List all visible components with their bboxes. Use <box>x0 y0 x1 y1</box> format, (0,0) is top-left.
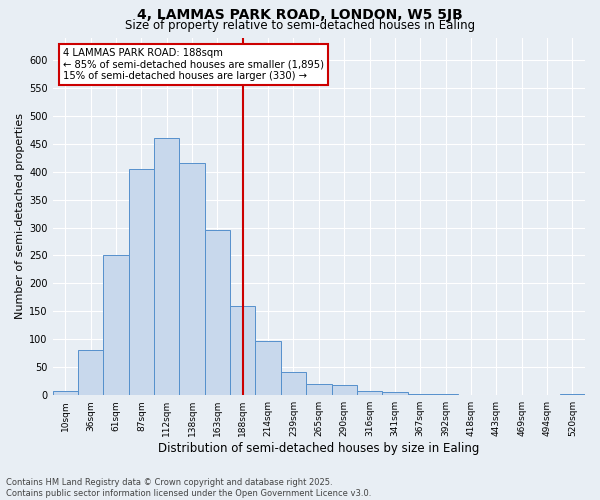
Bar <box>154 138 179 395</box>
Bar <box>332 385 357 395</box>
Text: 4, LAMMAS PARK ROAD, LONDON, W5 5JB: 4, LAMMAS PARK ROAD, LONDON, W5 5JB <box>137 8 463 22</box>
Bar <box>484 394 509 395</box>
Bar <box>230 306 256 395</box>
Bar <box>458 394 484 395</box>
Bar <box>382 392 407 395</box>
Bar <box>179 164 205 395</box>
Text: 4 LAMMAS PARK ROAD: 188sqm
← 85% of semi-detached houses are smaller (1,895)
15%: 4 LAMMAS PARK ROAD: 188sqm ← 85% of semi… <box>63 48 324 82</box>
Text: Size of property relative to semi-detached houses in Ealing: Size of property relative to semi-detach… <box>125 19 475 32</box>
Text: Contains HM Land Registry data © Crown copyright and database right 2025.
Contai: Contains HM Land Registry data © Crown c… <box>6 478 371 498</box>
X-axis label: Distribution of semi-detached houses by size in Ealing: Distribution of semi-detached houses by … <box>158 442 479 455</box>
Bar <box>407 394 433 395</box>
Y-axis label: Number of semi-detached properties: Number of semi-detached properties <box>15 114 25 320</box>
Bar <box>103 256 129 395</box>
Bar <box>78 350 103 395</box>
Bar <box>281 372 306 395</box>
Bar <box>53 390 78 395</box>
Bar <box>306 384 332 395</box>
Bar <box>205 230 230 395</box>
Bar <box>560 394 585 395</box>
Bar <box>256 341 281 395</box>
Bar <box>129 169 154 395</box>
Bar <box>433 394 458 395</box>
Bar <box>357 392 382 395</box>
